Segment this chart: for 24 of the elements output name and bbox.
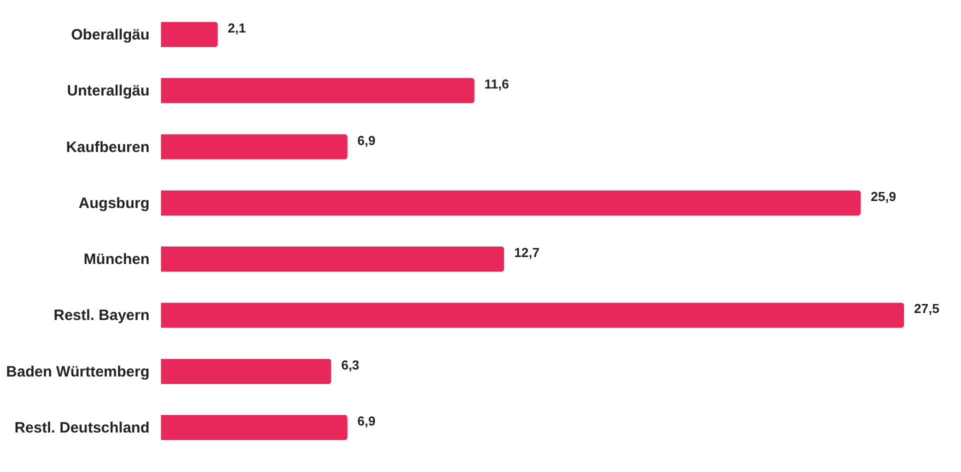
data-label: 6,9: [357, 414, 376, 429]
data-label: 6,3: [341, 357, 360, 372]
data-label: 11,6: [484, 76, 510, 92]
bar: [161, 358, 332, 384]
y-tick-label: Restl. Bayern: [54, 307, 150, 324]
bar: [161, 302, 904, 328]
y-tick-label: Kaufbeuren: [66, 138, 150, 156]
bar: [161, 414, 348, 440]
data-label: 25,9: [870, 188, 896, 204]
data-label: 2,1: [228, 20, 246, 36]
bar: [161, 134, 348, 160]
y-tick-label: München: [84, 251, 150, 268]
data-label: 6,9: [357, 132, 376, 148]
y-tick-label: Augsburg: [78, 194, 150, 212]
data-label: 27,5: [914, 301, 940, 316]
bar: [161, 22, 218, 48]
y-tick-label: Oberallgäu: [71, 26, 150, 44]
data-label: 12,7: [514, 245, 540, 260]
y-tick-label: Unterallgäu: [66, 82, 150, 100]
bar: [161, 190, 861, 216]
bar: [161, 78, 474, 104]
bar: [161, 246, 504, 272]
y-tick-label: Restl. Deutschland: [14, 420, 150, 437]
y-tick-label: Baden Württemberg: [6, 363, 150, 380]
